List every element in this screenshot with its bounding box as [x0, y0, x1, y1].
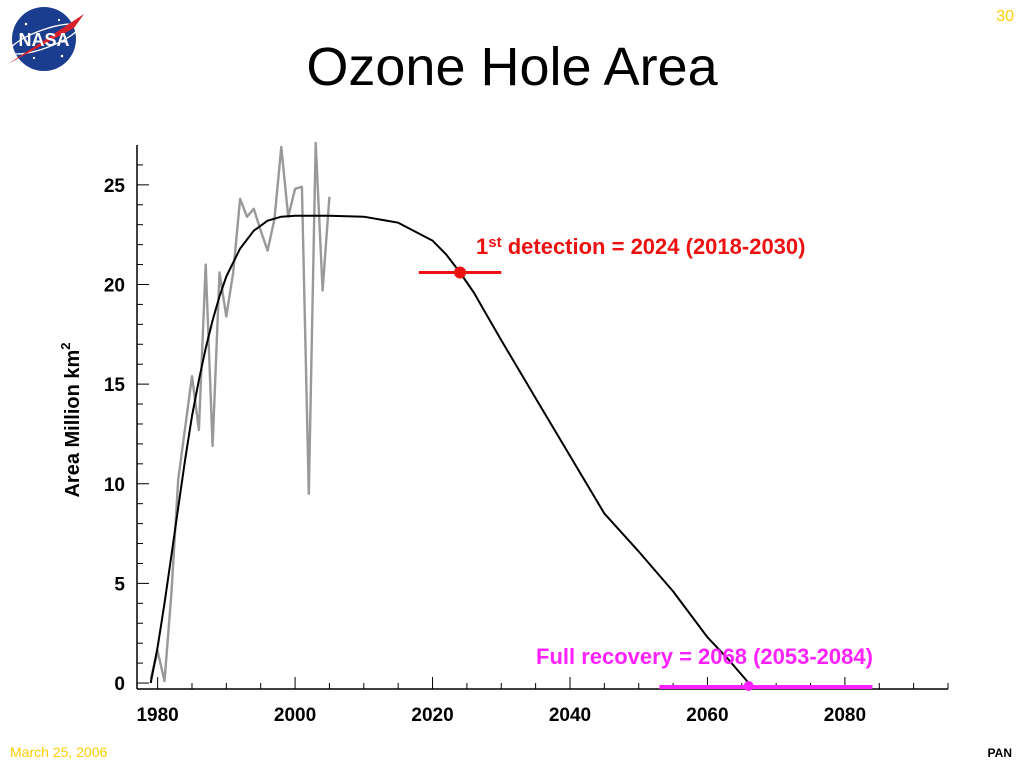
x-tick-label: 2040: [549, 705, 591, 726]
x-tick-label: 2020: [411, 705, 453, 726]
chart-series: [149, 141, 750, 684]
chart-tick-labels: 1980 2000 2020 2040 2060 2080 0 5 10 15 20 25: [104, 176, 866, 726]
y-tick-label: 15: [104, 375, 126, 396]
slide-number: 30: [996, 8, 1014, 25]
y-tick-label: 20: [104, 275, 125, 296]
recovery-point: [743, 681, 754, 691]
footer-date: March 25, 2006: [10, 744, 108, 760]
nasa-logo: NASA: [8, 7, 84, 71]
footer-author: PAN: [987, 746, 1012, 760]
logo-text: NASA: [18, 30, 69, 50]
detection-point: [454, 266, 467, 279]
slide-title: Ozone Hole Area: [306, 37, 718, 97]
chart-ticks: [137, 164, 949, 689]
recovery-label: Full recovery = 2068 (2053-2084): [536, 644, 873, 669]
detection-label: 1st detection = 2024 (2018-2030): [476, 234, 805, 259]
chart-markers: [418, 266, 873, 691]
y-axis-label: Area Million km2: [58, 342, 84, 497]
y-tick-label: 25: [104, 176, 126, 197]
x-tick-label: 2060: [686, 705, 728, 726]
y-tick-label: 10: [104, 475, 125, 496]
observed-series-line: [149, 141, 331, 683]
x-tick-label: 1980: [136, 705, 178, 726]
fit-series-line: [149, 214, 750, 684]
x-tick-label: 2000: [274, 705, 316, 726]
y-tick-label: 0: [114, 674, 125, 695]
x-tick-label: 2080: [824, 705, 866, 726]
y-tick-label: 5: [114, 574, 125, 595]
